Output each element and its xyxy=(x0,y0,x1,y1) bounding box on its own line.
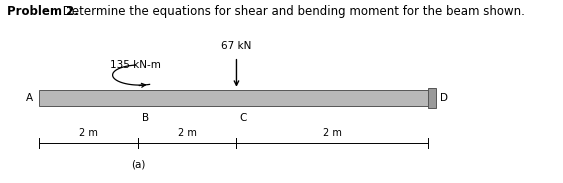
Text: 2 m: 2 m xyxy=(178,128,196,138)
Text: Determine the equations for shear and bending moment for the beam shown.: Determine the equations for shear and be… xyxy=(59,5,525,18)
Text: Problem 2.: Problem 2. xyxy=(7,5,79,18)
Text: B: B xyxy=(142,113,150,124)
Text: 67 kN: 67 kN xyxy=(221,41,252,51)
Bar xyxy=(39,90,428,106)
Text: 135 kN-m: 135 kN-m xyxy=(110,60,160,70)
Text: A: A xyxy=(25,93,33,103)
Text: 2 m: 2 m xyxy=(323,128,342,138)
Text: C: C xyxy=(240,113,247,124)
Bar xyxy=(428,88,436,108)
Text: (a): (a) xyxy=(131,159,145,169)
Text: D: D xyxy=(440,93,448,103)
Text: 2 m: 2 m xyxy=(79,128,98,138)
